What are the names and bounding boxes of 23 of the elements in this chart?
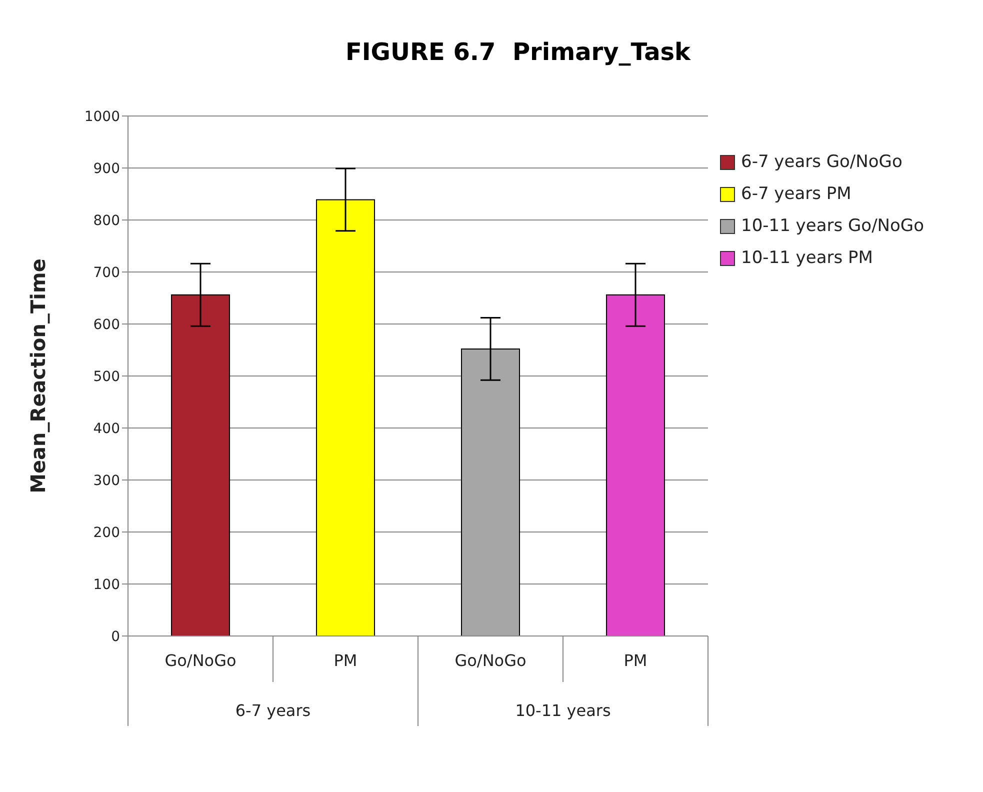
x-tick-label: PM — [624, 651, 648, 670]
y-tick-label: 600 — [93, 316, 120, 333]
y-tick-label: 800 — [93, 212, 120, 229]
legend-label: 6-7 years PM — [741, 183, 852, 206]
legend-label: 6-7 years Go/NoGo — [741, 151, 902, 174]
x-tick-label: Go/NoGo — [164, 651, 236, 670]
y-tick-label: 700 — [93, 264, 120, 281]
y-tick-label: 200 — [93, 524, 120, 541]
y-tick-label: 400 — [93, 420, 120, 437]
y-tick-label: 900 — [93, 160, 120, 177]
x-tick-label: PM — [334, 651, 358, 670]
text: 10-11 years — [515, 701, 611, 720]
y-tick-label: 0 — [111, 628, 120, 645]
chart-title: FIGURE 6.7 Primary_Task — [344, 37, 692, 68]
y-tick-label: 500 — [93, 368, 120, 385]
x-tick-label: Go/NoGo — [454, 651, 526, 670]
y-tick-label: 1000 — [84, 108, 120, 125]
y-tick-label: 300 — [93, 472, 120, 489]
legend-label: 10-11 years PM — [741, 247, 873, 270]
text: 6-7 years — [235, 701, 311, 720]
y-axis-title: Mean_Reaction_Time — [26, 258, 50, 494]
legend-label: 10-11 years Go/NoGo — [741, 215, 924, 238]
y-tick-label: 100 — [93, 576, 120, 593]
